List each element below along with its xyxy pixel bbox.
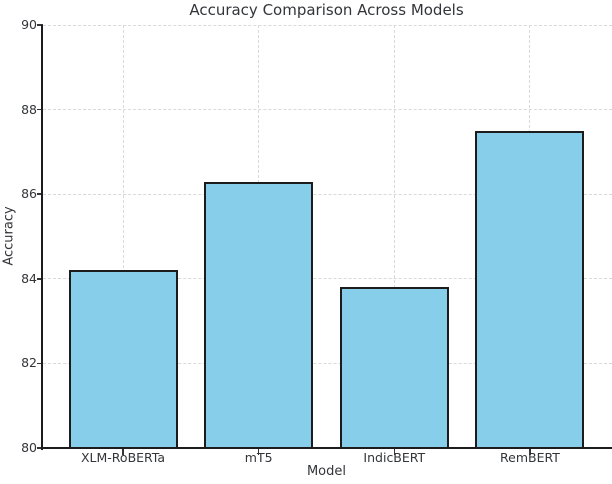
y-tick-label: 84	[21, 270, 37, 286]
grid-line-x	[393, 25, 395, 448]
y-tick-label: 86	[21, 186, 37, 202]
y-tick-label: 88	[21, 101, 37, 117]
bar-xlm-roberta	[69, 270, 178, 448]
y-tick-mark	[37, 278, 43, 280]
x-tick-mark	[257, 449, 260, 455]
x-tick-label: XLM-RoBERTa	[80, 450, 166, 465]
x-axis-label: Model	[306, 464, 347, 479]
grid-line-y	[43, 24, 612, 26]
y-axis-spine	[41, 25, 43, 450]
y-tick-label: 82	[21, 355, 37, 371]
x-tick-label: RemBERT	[500, 450, 560, 465]
grid-line-y	[43, 109, 612, 111]
y-tick-label: 90	[21, 17, 37, 32]
chart-title: Accuracy Comparison Across Models	[189, 1, 464, 19]
bar-rembert	[475, 130, 584, 448]
y-tick-label: 80	[21, 440, 37, 455]
y-tick-mark	[37, 108, 43, 111]
y-tick-mark	[37, 447, 43, 449]
x-tick-mark	[122, 449, 124, 455]
x-tick-label: IndicBERT	[363, 450, 426, 465]
y-tick-mark	[37, 362, 43, 365]
x-tick-mark	[529, 449, 531, 455]
x-tick-mark	[393, 449, 396, 455]
grid-line-y	[43, 362, 612, 364]
bar-indicbert	[340, 287, 449, 448]
y-tick-mark	[37, 193, 43, 195]
grid-line-y	[43, 278, 612, 280]
x-axis-spine	[41, 447, 612, 449]
x-tick-label: mT5	[244, 450, 273, 465]
grid-line-y	[43, 193, 612, 195]
bar-mt5	[204, 181, 313, 448]
y-tick-mark	[37, 24, 43, 26]
grid-line-x	[122, 25, 124, 448]
